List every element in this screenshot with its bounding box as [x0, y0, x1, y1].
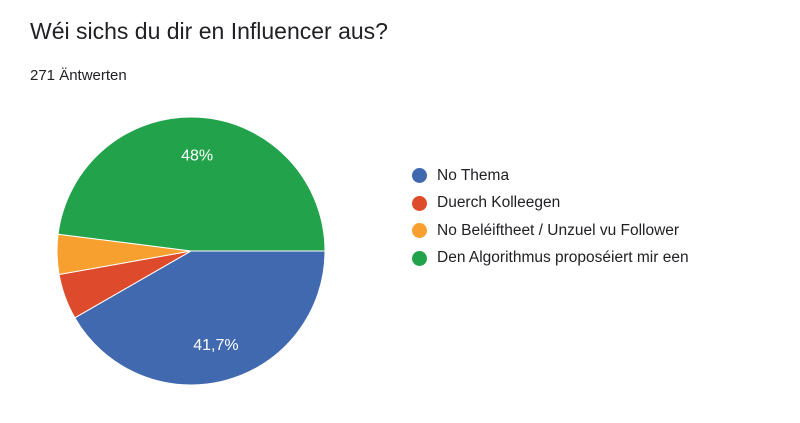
pie-slice[interactable]	[74, 250, 326, 386]
legend-label: Den Algorithmus proposéiert mir een	[437, 249, 689, 267]
legend-swatch	[412, 195, 427, 211]
legend-item[interactable]: Den Algorithmus proposéiert mir een	[412, 245, 689, 273]
legend-swatch	[412, 223, 427, 239]
legend-item[interactable]: No Beléiftheet / Unzuel vu Follower	[412, 217, 689, 245]
legend-swatch	[412, 168, 427, 184]
response-count: 271 Äntwerten	[30, 67, 127, 84]
legend-swatch	[412, 250, 427, 266]
legend-label: Duerch Kolleegen	[437, 194, 561, 212]
slice-data-label: 41,7%	[193, 337, 238, 354]
legend-item[interactable]: No Thema	[412, 162, 689, 190]
chart-legend: No Thema Duerch Kolleegen No Beléiftheet…	[412, 162, 689, 272]
chart-title: Wéi sichs du dir en Influencer aus?	[30, 18, 388, 44]
legend-item[interactable]: Duerch Kolleegen	[412, 190, 689, 218]
legend-label: No Beléiftheet / Unzuel vu Follower	[437, 221, 680, 239]
legend-label: No Thema	[437, 166, 510, 184]
slice-data-label: 48%	[181, 148, 213, 165]
pie-slice[interactable]	[57, 116, 326, 252]
